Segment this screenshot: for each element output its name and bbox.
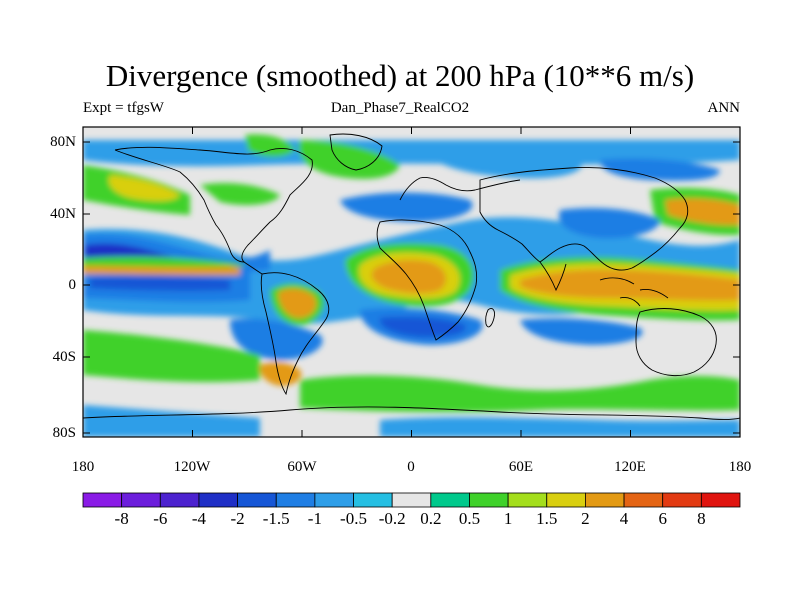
colorbar-label: 1.5	[536, 509, 558, 528]
colorbar-swatch	[237, 492, 277, 508]
colorbar-swatch	[507, 492, 548, 508]
colorbar-swatch	[546, 492, 586, 508]
colorbar-label: 0.2	[420, 509, 442, 528]
lon-label: 120E	[614, 459, 646, 475]
lon-label: 60E	[508, 459, 534, 475]
run-name-label: Dan_Phase7_RealCO2	[330, 100, 470, 116]
colorbar-swatch	[585, 492, 625, 508]
colorbar-swatch	[314, 492, 354, 508]
colorbar-swatch	[82, 492, 123, 508]
colorbar-label: -0.2	[378, 509, 406, 528]
colorbar-swatch	[198, 492, 238, 508]
colorbar-label: -1	[307, 509, 322, 528]
colorbar-swatch	[121, 492, 161, 508]
colorbar-swatch	[469, 492, 509, 508]
colorbar-label: -0.5	[340, 509, 367, 528]
colorbar-swatch	[430, 492, 470, 508]
colorbar-swatch	[662, 492, 702, 508]
experiment-label: Expt = tfgsW	[83, 100, 164, 116]
colorbar-swatch	[623, 492, 664, 508]
colorbar-label: 6	[658, 509, 667, 528]
axis-ticks	[82, 127, 741, 437]
divergence-field	[83, 127, 740, 437]
colorbar-swatch	[159, 492, 200, 508]
colorbar-label: 0.5	[458, 509, 481, 528]
colorbar-swatch	[353, 492, 393, 508]
lat-label: 0	[68, 277, 77, 293]
colorbar-label: -4	[191, 509, 207, 528]
colorbar-label: 1	[503, 509, 513, 528]
colorbar-label: -8	[114, 509, 129, 528]
colorbar-label: 2	[581, 509, 590, 528]
colorbar-label: 4	[619, 509, 629, 528]
colorbar-label: -2	[230, 509, 245, 528]
plot-title: Divergence (smoothed) at 200 hPa (10**6 …	[105, 58, 695, 93]
colorbar-swatch	[391, 492, 432, 508]
lon-label: 60W	[287, 459, 317, 475]
lon-label: 180	[728, 459, 752, 475]
lat-label: 80S	[52, 425, 76, 441]
lat-label: 40N	[50, 206, 76, 222]
colorbar-label: 8	[697, 509, 706, 528]
lat-label: 40S	[52, 349, 76, 365]
colorbar-label: -1.5	[262, 509, 290, 528]
coastlines	[83, 133, 740, 420]
colorbar-swatch	[275, 492, 316, 508]
lon-label: 120W	[173, 459, 211, 475]
season-label: ANN	[707, 100, 741, 116]
lon-label: 0	[407, 459, 415, 475]
colorbar-swatch	[700, 492, 741, 508]
colorbar-label: -6	[153, 509, 168, 528]
lon-label: 180	[71, 459, 95, 475]
colorbar	[82, 492, 741, 508]
lat-label: 80N	[50, 134, 76, 150]
